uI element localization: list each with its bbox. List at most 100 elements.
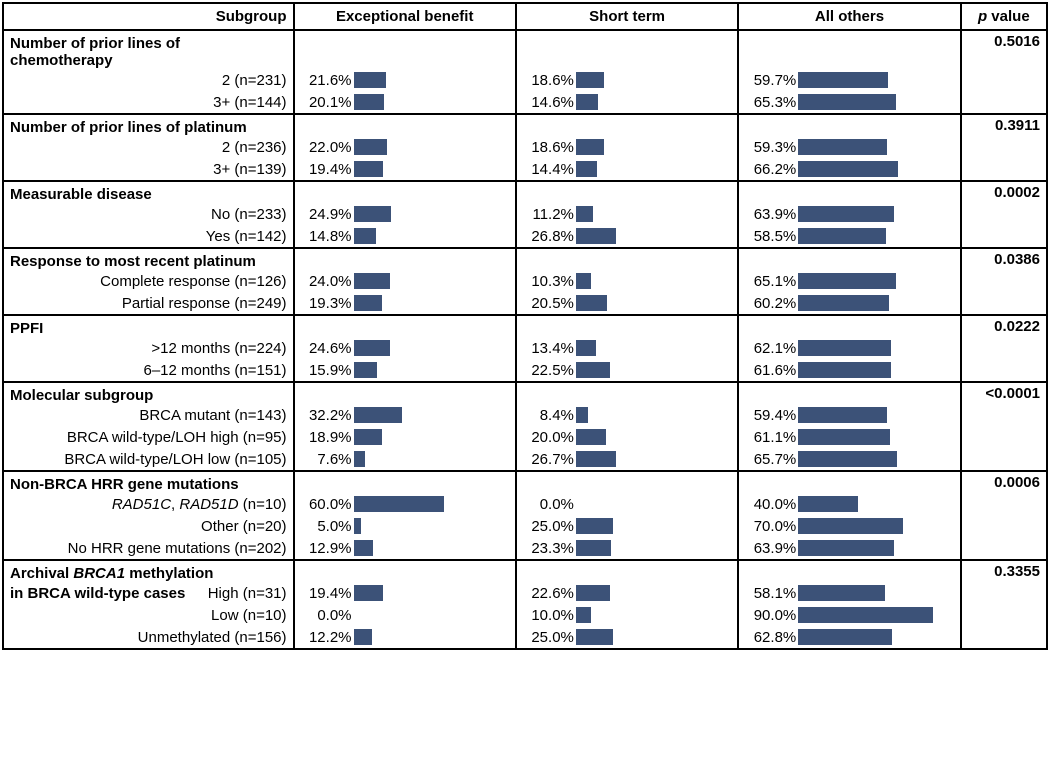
percent-label: 65.7% — [742, 451, 798, 468]
percent-label: 19.4% — [298, 585, 354, 602]
data-row: RAD51C, RAD51D (n=10)60.0%0.0%40.0% — [3, 493, 1047, 515]
bar-cell: 7.6% — [294, 448, 516, 471]
bar-cell: 40.0% — [738, 493, 960, 515]
bar — [354, 407, 402, 423]
data-row: Partial response (n=249)19.3%20.5%60.2% — [3, 292, 1047, 315]
group-header-row: Number of prior lines of chemotherapy0.5… — [3, 30, 1047, 69]
bar — [354, 451, 365, 467]
bar-cell: 12.9% — [294, 537, 516, 560]
bar — [798, 273, 896, 289]
subgroup-label: Yes (n=142) — [3, 225, 294, 248]
percent-label: 14.4% — [520, 161, 576, 178]
bar — [576, 72, 604, 88]
subgroup-label: >12 months (n=224) — [3, 337, 294, 359]
p-value: 0.5016 — [961, 30, 1047, 114]
data-row: 2 (n=236)22.0%18.6%59.3% — [3, 136, 1047, 158]
bar — [576, 273, 591, 289]
bar — [576, 362, 610, 378]
percent-label: 18.9% — [298, 429, 354, 446]
percent-label: 22.6% — [520, 585, 576, 602]
bar — [798, 295, 888, 311]
percent-label: 0.0% — [520, 496, 576, 513]
subgroup-label: Unmethylated (n=156) — [3, 626, 294, 649]
bar — [798, 518, 903, 534]
bar — [354, 585, 383, 601]
data-row: Complete response (n=126)24.0%10.3%65.1% — [3, 270, 1047, 292]
percent-label: 8.4% — [520, 407, 576, 424]
percent-label: 70.0% — [742, 518, 798, 535]
bar — [576, 206, 593, 222]
bar-cell: 20.5% — [516, 292, 738, 315]
group-title: Response to most recent platinum — [3, 248, 294, 270]
bar — [576, 585, 610, 601]
bar-cell: 25.0% — [516, 515, 738, 537]
data-row: Other (n=20)5.0%25.0%70.0% — [3, 515, 1047, 537]
percent-label: 59.4% — [742, 407, 798, 424]
bar-cell: 20.0% — [516, 426, 738, 448]
bar — [576, 629, 614, 645]
subgroup-label: 3+ (n=139) — [3, 158, 294, 181]
bar-cell: 19.4% — [294, 158, 516, 181]
bar-cell: 63.9% — [738, 537, 960, 560]
bar — [354, 139, 387, 155]
bar-cell: 11.2% — [516, 203, 738, 225]
percent-label: 22.5% — [520, 362, 576, 379]
bar-cell: 14.6% — [516, 91, 738, 114]
bar-cell: 25.0% — [516, 626, 738, 649]
bar — [354, 362, 378, 378]
bar-cell: 60.2% — [738, 292, 960, 315]
group-header-row: Number of prior lines of platinum0.3911 — [3, 114, 1047, 136]
percent-label: 5.0% — [298, 518, 354, 535]
bar — [798, 451, 897, 467]
percent-label: 20.0% — [520, 429, 576, 446]
group-header-row: Measurable disease0.0002 — [3, 181, 1047, 203]
percent-label: 23.3% — [520, 540, 576, 557]
bar — [576, 540, 611, 556]
bar — [798, 607, 933, 623]
bar-cell: 14.8% — [294, 225, 516, 248]
group-header-row: Response to most recent platinum0.0386 — [3, 248, 1047, 270]
subgroup-label: 2 (n=236) — [3, 136, 294, 158]
bar — [576, 607, 591, 623]
data-row: 2 (n=231)21.6%18.6%59.7% — [3, 69, 1047, 91]
bar-cell: 0.0% — [294, 604, 516, 626]
subgroup-label: BRCA wild-type/LOH low (n=105) — [3, 448, 294, 471]
percent-label: 12.9% — [298, 540, 354, 557]
bar — [798, 429, 890, 445]
subgroup-label: BRCA mutant (n=143) — [3, 404, 294, 426]
bar — [576, 340, 596, 356]
bar — [354, 629, 372, 645]
percent-label: 65.1% — [742, 273, 798, 290]
bar — [798, 585, 885, 601]
subgroup-label: No HRR gene mutations (n=202) — [3, 537, 294, 560]
percent-label: 25.0% — [520, 518, 576, 535]
bar — [798, 407, 887, 423]
bar-cell: 15.9% — [294, 359, 516, 382]
bar-cell: 20.1% — [294, 91, 516, 114]
bar-cell: 70.0% — [738, 515, 960, 537]
subgroup-label: in BRCA wild-type casesHigh (n=31) — [3, 582, 294, 604]
bar-cell: 18.9% — [294, 426, 516, 448]
bar — [576, 429, 606, 445]
bar-cell: 62.1% — [738, 337, 960, 359]
subgroup-label: Low (n=10) — [3, 604, 294, 626]
bar-cell: 24.0% — [294, 270, 516, 292]
bar-cell: 8.4% — [516, 404, 738, 426]
group-title: Molecular subgroup — [3, 382, 294, 404]
percent-label: 40.0% — [742, 496, 798, 513]
subgroup-label: 6–12 months (n=151) — [3, 359, 294, 382]
bar-cell: 26.7% — [516, 448, 738, 471]
hdr-shortterm: Short term — [516, 3, 738, 30]
bar — [798, 362, 890, 378]
percent-label: 62.8% — [742, 629, 798, 646]
percent-label: 26.8% — [520, 228, 576, 245]
p-value: 0.0222 — [961, 315, 1047, 382]
hdr-allothers: All others — [738, 3, 960, 30]
bar-cell: 24.6% — [294, 337, 516, 359]
bar-cell: 65.1% — [738, 270, 960, 292]
bar — [576, 94, 598, 110]
bar — [798, 72, 888, 88]
subgroup-label: 3+ (n=144) — [3, 91, 294, 114]
percent-label: 66.2% — [742, 161, 798, 178]
bar-cell: 58.1% — [738, 582, 960, 604]
